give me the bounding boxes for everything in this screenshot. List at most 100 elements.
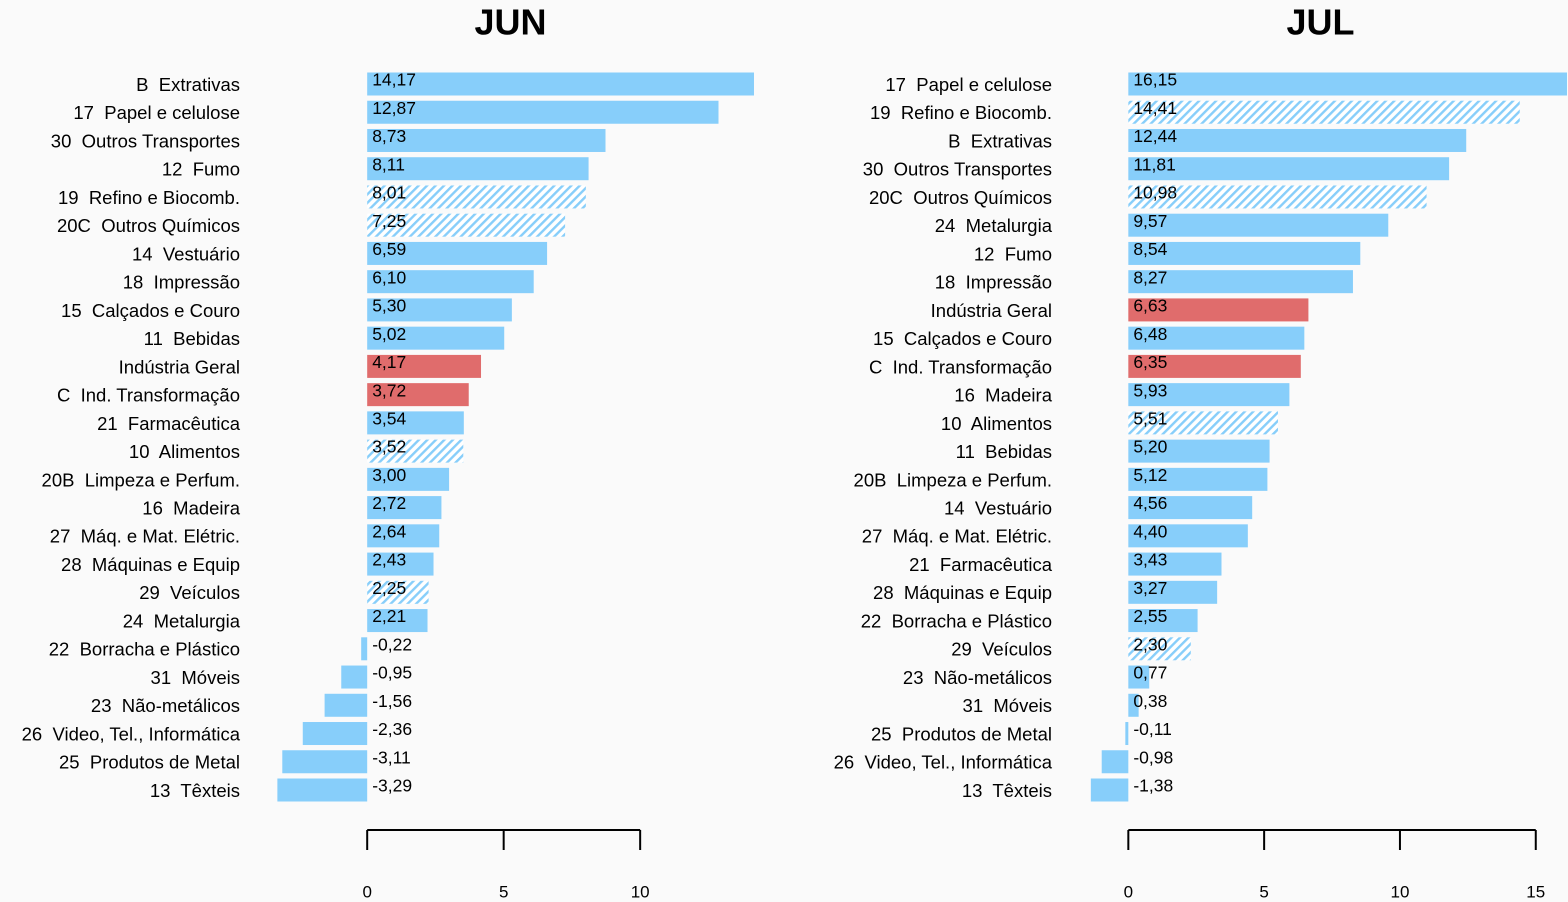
bar — [302, 722, 368, 746]
category-label: 17 Papel e celulose — [885, 74, 1052, 95]
category-label: C Ind. Transformação — [57, 385, 240, 406]
category-label: B Extrativas — [948, 130, 1052, 151]
bar — [367, 496, 442, 520]
value-label: -0,11 — [1133, 719, 1172, 739]
category-label: 15 Calçados e Couro — [873, 328, 1052, 349]
category-label: Indústria Geral — [119, 356, 240, 377]
category-label: 15 Calçados e Couro — [61, 300, 240, 321]
bar — [1128, 693, 1139, 717]
value-label: 6,35 — [1133, 352, 1167, 372]
value-label: -0,98 — [1133, 747, 1173, 767]
category-label: 17 Papel e celulose — [73, 102, 240, 123]
value-label: 8,73 — [372, 126, 406, 146]
value-label: 2,43 — [372, 550, 406, 570]
bar — [1128, 411, 1278, 435]
bar — [1090, 778, 1129, 802]
category-label: 20C Outros Químicos — [57, 215, 240, 236]
bar — [367, 100, 719, 124]
value-label: 3,27 — [1133, 578, 1167, 598]
bar — [1128, 128, 1467, 152]
category-label: 11 Bebidas — [956, 441, 1052, 462]
value-label: 5,20 — [1133, 437, 1167, 457]
bar — [367, 128, 606, 152]
category-label: 29 Veículos — [139, 582, 240, 603]
value-label: 5,51 — [1133, 409, 1167, 429]
category-label: 19 Refino e Biocomb. — [58, 187, 240, 208]
category-label: 30 Outros Transportes — [863, 159, 1052, 180]
x-tick-label: 15 — [1526, 882, 1545, 901]
category-label: C Ind. Transformação — [869, 356, 1052, 377]
category-label: 27 Máq. e Mat. Elétric. — [862, 526, 1052, 547]
value-label: 3,43 — [1133, 550, 1167, 570]
bar — [367, 270, 534, 294]
bar — [367, 439, 464, 463]
bar — [1128, 185, 1427, 209]
category-label: 10 Alimentos — [941, 413, 1052, 434]
value-label: 9,57 — [1133, 211, 1167, 231]
bar — [1128, 609, 1198, 633]
bar — [1128, 580, 1218, 604]
value-label: 8,54 — [1133, 239, 1167, 259]
category-label: 29 Veículos — [951, 639, 1052, 660]
bar — [1128, 383, 1290, 407]
category-label: 14 Vestuário — [132, 243, 240, 264]
category-label: 25 Produtos de Metal — [59, 752, 240, 773]
category-label: 31 Móveis — [151, 667, 240, 688]
bar — [367, 213, 566, 237]
value-label: 2,64 — [372, 521, 406, 541]
bar — [367, 326, 505, 350]
value-label: 4,56 — [1133, 493, 1167, 513]
category-label: 22 Borracha e Plástico — [861, 610, 1052, 631]
category-label: 13 Têxteis — [150, 780, 240, 801]
category-label: 25 Produtos de Metal — [871, 723, 1052, 744]
category-label: Indústria Geral — [931, 300, 1052, 321]
chart-title: JUL — [1286, 2, 1354, 43]
bar — [1128, 354, 1301, 378]
value-label: 4,40 — [1133, 521, 1167, 541]
value-label: 6,59 — [372, 239, 406, 259]
x-tick-label: 10 — [1390, 882, 1409, 901]
category-label: 11 Bebidas — [144, 328, 240, 349]
bar — [1128, 665, 1150, 689]
value-label: 8,11 — [372, 154, 405, 174]
category-label: 26 Video, Tel., Informática — [22, 723, 241, 744]
x-tick-label: 5 — [1259, 882, 1268, 901]
category-label: 20B Limpeza e Perfum. — [854, 469, 1052, 490]
category-label: 19 Refino e Biocomb. — [870, 102, 1052, 123]
category-label: 22 Borracha e Plástico — [49, 639, 240, 660]
bar — [1128, 326, 1305, 350]
value-label: 16,15 — [1133, 70, 1177, 90]
bar — [1125, 722, 1129, 746]
x-tick-label: 0 — [362, 882, 371, 901]
value-label: 2,21 — [372, 606, 406, 626]
bar — [367, 354, 482, 378]
value-label: 0,38 — [1133, 691, 1167, 711]
bar — [1128, 524, 1248, 548]
bar — [324, 693, 368, 717]
bar — [367, 552, 434, 576]
category-label: 20B Limpeza e Perfum. — [42, 469, 240, 490]
category-label: 13 Têxteis — [962, 780, 1052, 801]
x-tick-label: 0 — [1124, 882, 1133, 901]
category-label: 31 Móveis — [963, 695, 1052, 716]
bar — [1128, 213, 1389, 237]
category-label: 12 Fumo — [974, 243, 1052, 264]
value-label: 0,77 — [1133, 663, 1167, 683]
value-label: 6,63 — [1133, 296, 1167, 316]
value-label: 5,93 — [1133, 380, 1167, 400]
value-label: -1,56 — [372, 691, 412, 711]
category-label: 24 Metalurgia — [123, 610, 241, 631]
value-label: 5,30 — [372, 296, 406, 316]
value-label: 3,52 — [372, 437, 406, 457]
bar — [1128, 467, 1268, 491]
value-label: 3,72 — [372, 380, 406, 400]
value-label: 10,98 — [1133, 183, 1177, 203]
category-label: 20C Outros Químicos — [869, 187, 1052, 208]
bar — [367, 72, 754, 96]
category-label: 28 Máquinas e Equip — [873, 582, 1052, 603]
x-tick-label: 10 — [631, 882, 650, 901]
bar — [367, 411, 464, 435]
category-label: 10 Alimentos — [129, 441, 240, 462]
bar — [1128, 72, 1567, 96]
